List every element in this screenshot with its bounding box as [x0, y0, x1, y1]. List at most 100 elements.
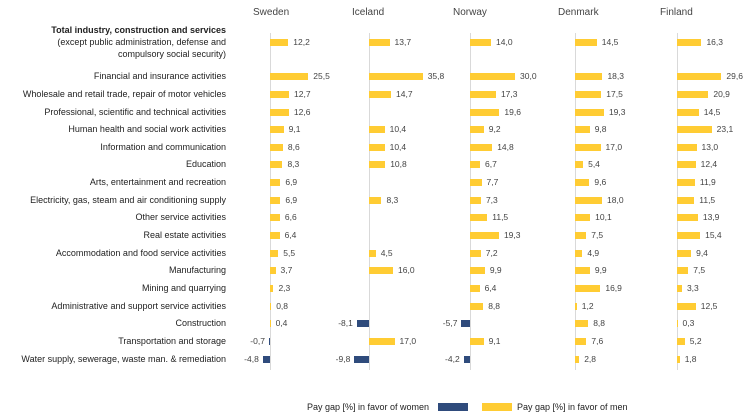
bar-men: [369, 250, 376, 257]
data-label: 6,7: [485, 159, 497, 169]
bar-men: [575, 91, 602, 98]
data-label: 1,2: [581, 301, 594, 311]
bar-men: [369, 39, 390, 46]
bar-men: [270, 109, 289, 116]
bar-men: [677, 144, 697, 151]
bar-men: [270, 73, 309, 80]
data-label: 9,9: [489, 265, 502, 275]
bar-men: [369, 267, 393, 274]
data-label: 30,0: [520, 71, 537, 81]
data-label: 0,8: [276, 301, 289, 311]
category-label: Mining and quarrying: [141, 283, 226, 293]
bar-men: [677, 91, 709, 98]
bar-men: [470, 214, 488, 221]
category-label: Arts, entertainment and recreation: [89, 177, 226, 187]
bar-men: [270, 214, 280, 221]
data-label: 16,9: [605, 283, 622, 293]
data-label: 10,4: [389, 124, 407, 134]
bar-men: [270, 232, 280, 239]
bar-men: [575, 39, 597, 46]
category-label: Wholesale and retail trade, repair of mo…: [22, 89, 226, 99]
bar-men: [677, 197, 695, 204]
data-label: 8,8: [488, 301, 501, 311]
data-label: 6,4: [284, 230, 297, 240]
data-label: 8,3: [386, 195, 399, 205]
bar-men: [470, 161, 481, 168]
bar-men: [575, 214, 591, 221]
data-label: 6,9: [285, 177, 298, 187]
data-label: 14,5: [601, 37, 619, 47]
bar-men: [470, 338, 484, 345]
bar-men: [677, 356, 680, 363]
country-label: Denmark: [558, 7, 599, 18]
data-label: 12,7: [294, 89, 311, 99]
legend-swatch-men: [482, 403, 512, 411]
data-label: 9,8: [594, 124, 607, 134]
bar-men: [575, 126, 590, 133]
data-label: 0,3: [682, 318, 695, 328]
data-label: -9,8: [335, 354, 351, 364]
bar-men: [575, 356, 580, 363]
data-label: -4,2: [445, 354, 460, 364]
category-label: Total industry, construction and service…: [51, 25, 226, 35]
bar-men: [470, 109, 500, 116]
data-label: 5,5: [283, 248, 296, 258]
data-label: 13,9: [702, 212, 720, 222]
bar-men: [470, 232, 499, 239]
data-label: 35,8: [427, 71, 445, 81]
data-label: -8,1: [338, 318, 353, 328]
data-label: 6,6: [284, 212, 297, 222]
category-label: Administrative and support service activ…: [51, 301, 226, 311]
data-label: 8,3: [287, 159, 300, 169]
data-label: 18,3: [607, 71, 624, 81]
bar-men: [270, 126, 284, 133]
bar-men: [575, 285, 601, 292]
legend-label-women: Pay gap [%] in favor of women: [307, 402, 430, 412]
legend-swatch-women: [438, 403, 468, 411]
bar-men: [270, 267, 276, 274]
data-label: 14,0: [496, 37, 513, 47]
bar-men: [270, 250, 279, 257]
data-label: 6,4: [484, 283, 497, 293]
bar-women: [268, 338, 270, 345]
country-label: Finland: [660, 7, 693, 18]
bar-men: [470, 285, 480, 292]
bar-men: [369, 144, 385, 151]
data-label: 7,5: [591, 230, 604, 240]
country-label: Iceland: [352, 7, 385, 18]
category-label: Professional, scientific and technical a…: [44, 107, 226, 117]
bar-men: [677, 179, 695, 186]
category-label: Water supply, sewerage, waste man. & rem…: [21, 354, 226, 364]
data-label: 10,8: [390, 159, 407, 169]
bar-men: [575, 303, 577, 310]
data-label: 16,3: [706, 37, 723, 47]
bar-women: [262, 356, 270, 363]
data-label: 4,9: [587, 248, 600, 258]
bar-men: [575, 267, 590, 274]
bar-women: [463, 356, 470, 363]
data-label: -4,8: [244, 354, 259, 364]
bar-women: [461, 320, 470, 327]
data-label: 25,5: [313, 71, 330, 81]
bar-men: [470, 179, 482, 186]
bar-men: [470, 126, 484, 133]
category-label: Information and communication: [100, 142, 226, 152]
bar-men: [270, 144, 283, 151]
bar-women: [354, 356, 369, 363]
data-label: 9,9: [594, 265, 607, 275]
data-label: 7,7: [486, 177, 499, 187]
bar-men: [575, 144, 601, 151]
bar-men: [470, 197, 481, 204]
data-label: 7,2: [485, 248, 498, 258]
bar-men: [575, 232, 587, 239]
data-label: 7,6: [591, 336, 604, 346]
bar-men: [470, 303, 484, 310]
data-label: 1,8: [684, 354, 697, 364]
bar-men: [270, 91, 290, 98]
bar-men: [470, 39, 491, 46]
data-label: 9,2: [488, 124, 501, 134]
country-label: Norway: [453, 7, 487, 18]
data-label: 9,1: [288, 124, 301, 134]
category-label: Human health and social work activities: [68, 124, 226, 134]
